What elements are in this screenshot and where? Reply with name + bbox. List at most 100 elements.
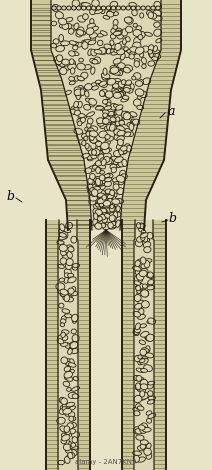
Ellipse shape xyxy=(102,73,108,80)
Ellipse shape xyxy=(98,81,102,85)
Ellipse shape xyxy=(64,273,70,278)
Ellipse shape xyxy=(115,43,121,50)
Ellipse shape xyxy=(119,148,124,155)
Ellipse shape xyxy=(67,251,73,258)
Ellipse shape xyxy=(68,288,74,294)
Ellipse shape xyxy=(140,444,146,449)
Ellipse shape xyxy=(141,290,149,297)
Ellipse shape xyxy=(91,67,95,74)
Ellipse shape xyxy=(68,29,74,34)
Ellipse shape xyxy=(107,9,115,15)
Ellipse shape xyxy=(52,4,59,11)
Ellipse shape xyxy=(112,159,121,165)
Ellipse shape xyxy=(97,198,106,204)
Ellipse shape xyxy=(141,237,148,242)
Ellipse shape xyxy=(101,82,107,87)
Ellipse shape xyxy=(91,83,97,87)
Ellipse shape xyxy=(153,16,162,21)
Ellipse shape xyxy=(105,158,113,164)
Ellipse shape xyxy=(64,456,70,463)
Ellipse shape xyxy=(81,72,88,78)
Ellipse shape xyxy=(135,275,139,282)
Ellipse shape xyxy=(60,258,67,264)
Ellipse shape xyxy=(138,314,145,320)
Ellipse shape xyxy=(92,86,98,90)
Polygon shape xyxy=(134,220,154,470)
Text: a: a xyxy=(168,105,176,118)
Ellipse shape xyxy=(138,396,146,400)
Ellipse shape xyxy=(112,83,119,88)
Ellipse shape xyxy=(71,329,77,334)
Ellipse shape xyxy=(73,319,77,323)
Ellipse shape xyxy=(62,407,68,411)
Ellipse shape xyxy=(144,448,151,455)
Ellipse shape xyxy=(107,198,113,205)
Ellipse shape xyxy=(129,123,134,130)
Ellipse shape xyxy=(100,125,107,128)
Ellipse shape xyxy=(60,68,67,75)
Ellipse shape xyxy=(99,91,105,96)
Ellipse shape xyxy=(110,205,116,212)
Ellipse shape xyxy=(141,233,146,238)
Ellipse shape xyxy=(106,6,111,10)
Ellipse shape xyxy=(63,381,70,386)
Ellipse shape xyxy=(98,47,106,54)
Ellipse shape xyxy=(110,1,118,7)
Ellipse shape xyxy=(74,23,79,30)
Ellipse shape xyxy=(56,46,65,52)
Ellipse shape xyxy=(99,175,105,181)
Ellipse shape xyxy=(64,373,70,379)
Ellipse shape xyxy=(119,41,126,47)
Ellipse shape xyxy=(110,205,115,212)
Ellipse shape xyxy=(110,204,114,209)
Ellipse shape xyxy=(145,346,150,353)
Ellipse shape xyxy=(91,6,96,10)
Ellipse shape xyxy=(94,178,99,182)
Ellipse shape xyxy=(156,6,160,10)
Ellipse shape xyxy=(104,106,112,110)
Ellipse shape xyxy=(140,426,144,429)
Ellipse shape xyxy=(96,118,104,124)
Ellipse shape xyxy=(71,236,77,243)
Ellipse shape xyxy=(116,69,124,74)
Ellipse shape xyxy=(110,49,115,54)
Ellipse shape xyxy=(94,57,101,64)
Ellipse shape xyxy=(66,295,71,300)
Ellipse shape xyxy=(141,301,149,308)
Ellipse shape xyxy=(61,438,67,444)
Ellipse shape xyxy=(77,27,84,34)
Ellipse shape xyxy=(61,66,70,71)
Ellipse shape xyxy=(79,58,84,62)
Ellipse shape xyxy=(101,190,106,197)
Ellipse shape xyxy=(106,48,111,54)
Ellipse shape xyxy=(133,329,139,336)
Ellipse shape xyxy=(62,404,71,408)
Ellipse shape xyxy=(60,323,65,327)
Ellipse shape xyxy=(71,291,78,296)
Ellipse shape xyxy=(59,278,64,282)
Ellipse shape xyxy=(126,6,131,10)
Ellipse shape xyxy=(92,60,98,64)
Ellipse shape xyxy=(141,289,146,296)
Ellipse shape xyxy=(57,417,65,424)
Ellipse shape xyxy=(106,194,113,199)
Ellipse shape xyxy=(85,98,93,102)
Ellipse shape xyxy=(113,104,120,109)
Ellipse shape xyxy=(141,290,149,297)
Ellipse shape xyxy=(61,398,67,405)
Ellipse shape xyxy=(99,182,103,186)
Ellipse shape xyxy=(113,150,121,157)
Ellipse shape xyxy=(72,108,79,115)
Ellipse shape xyxy=(131,119,137,123)
Ellipse shape xyxy=(78,139,85,144)
Ellipse shape xyxy=(154,29,162,36)
Ellipse shape xyxy=(124,132,131,137)
Ellipse shape xyxy=(110,122,116,126)
Ellipse shape xyxy=(110,65,117,69)
Ellipse shape xyxy=(92,165,97,169)
Ellipse shape xyxy=(61,343,68,346)
Ellipse shape xyxy=(111,221,116,226)
Polygon shape xyxy=(90,220,122,470)
Ellipse shape xyxy=(98,201,105,204)
Ellipse shape xyxy=(100,171,105,174)
